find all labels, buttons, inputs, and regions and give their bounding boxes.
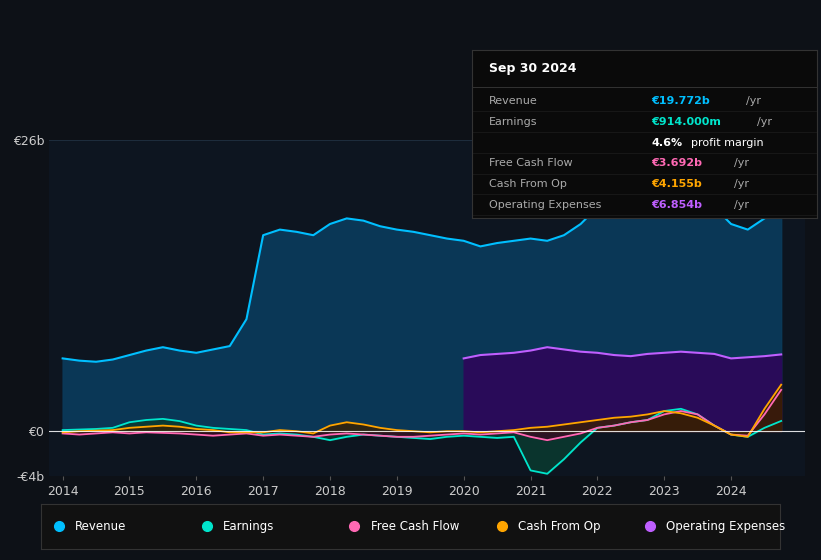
Text: €4.155b: €4.155b bbox=[651, 179, 702, 189]
Text: Free Cash Flow: Free Cash Flow bbox=[370, 520, 459, 533]
Text: Cash From Op: Cash From Op bbox=[518, 520, 601, 533]
Text: €3.692b: €3.692b bbox=[651, 158, 703, 168]
Text: Revenue: Revenue bbox=[75, 520, 126, 533]
Text: €19.772b: €19.772b bbox=[651, 96, 710, 106]
Text: Free Cash Flow: Free Cash Flow bbox=[489, 158, 573, 168]
Text: profit margin: profit margin bbox=[691, 138, 764, 147]
Text: Revenue: Revenue bbox=[489, 96, 538, 106]
Text: Sep 30 2024: Sep 30 2024 bbox=[489, 62, 577, 75]
Text: /yr: /yr bbox=[735, 158, 750, 168]
Text: €6.854b: €6.854b bbox=[651, 200, 703, 209]
Text: Earnings: Earnings bbox=[489, 117, 538, 127]
Text: /yr: /yr bbox=[735, 200, 750, 209]
Text: Cash From Op: Cash From Op bbox=[489, 179, 567, 189]
Text: Earnings: Earnings bbox=[222, 520, 274, 533]
Text: /yr: /yr bbox=[735, 179, 750, 189]
Text: 4.6%: 4.6% bbox=[651, 138, 682, 147]
Text: /yr: /yr bbox=[745, 96, 761, 106]
Text: Operating Expenses: Operating Expenses bbox=[666, 520, 786, 533]
Text: /yr: /yr bbox=[757, 117, 773, 127]
Text: €914.000m: €914.000m bbox=[651, 117, 722, 127]
Text: Operating Expenses: Operating Expenses bbox=[489, 200, 602, 209]
